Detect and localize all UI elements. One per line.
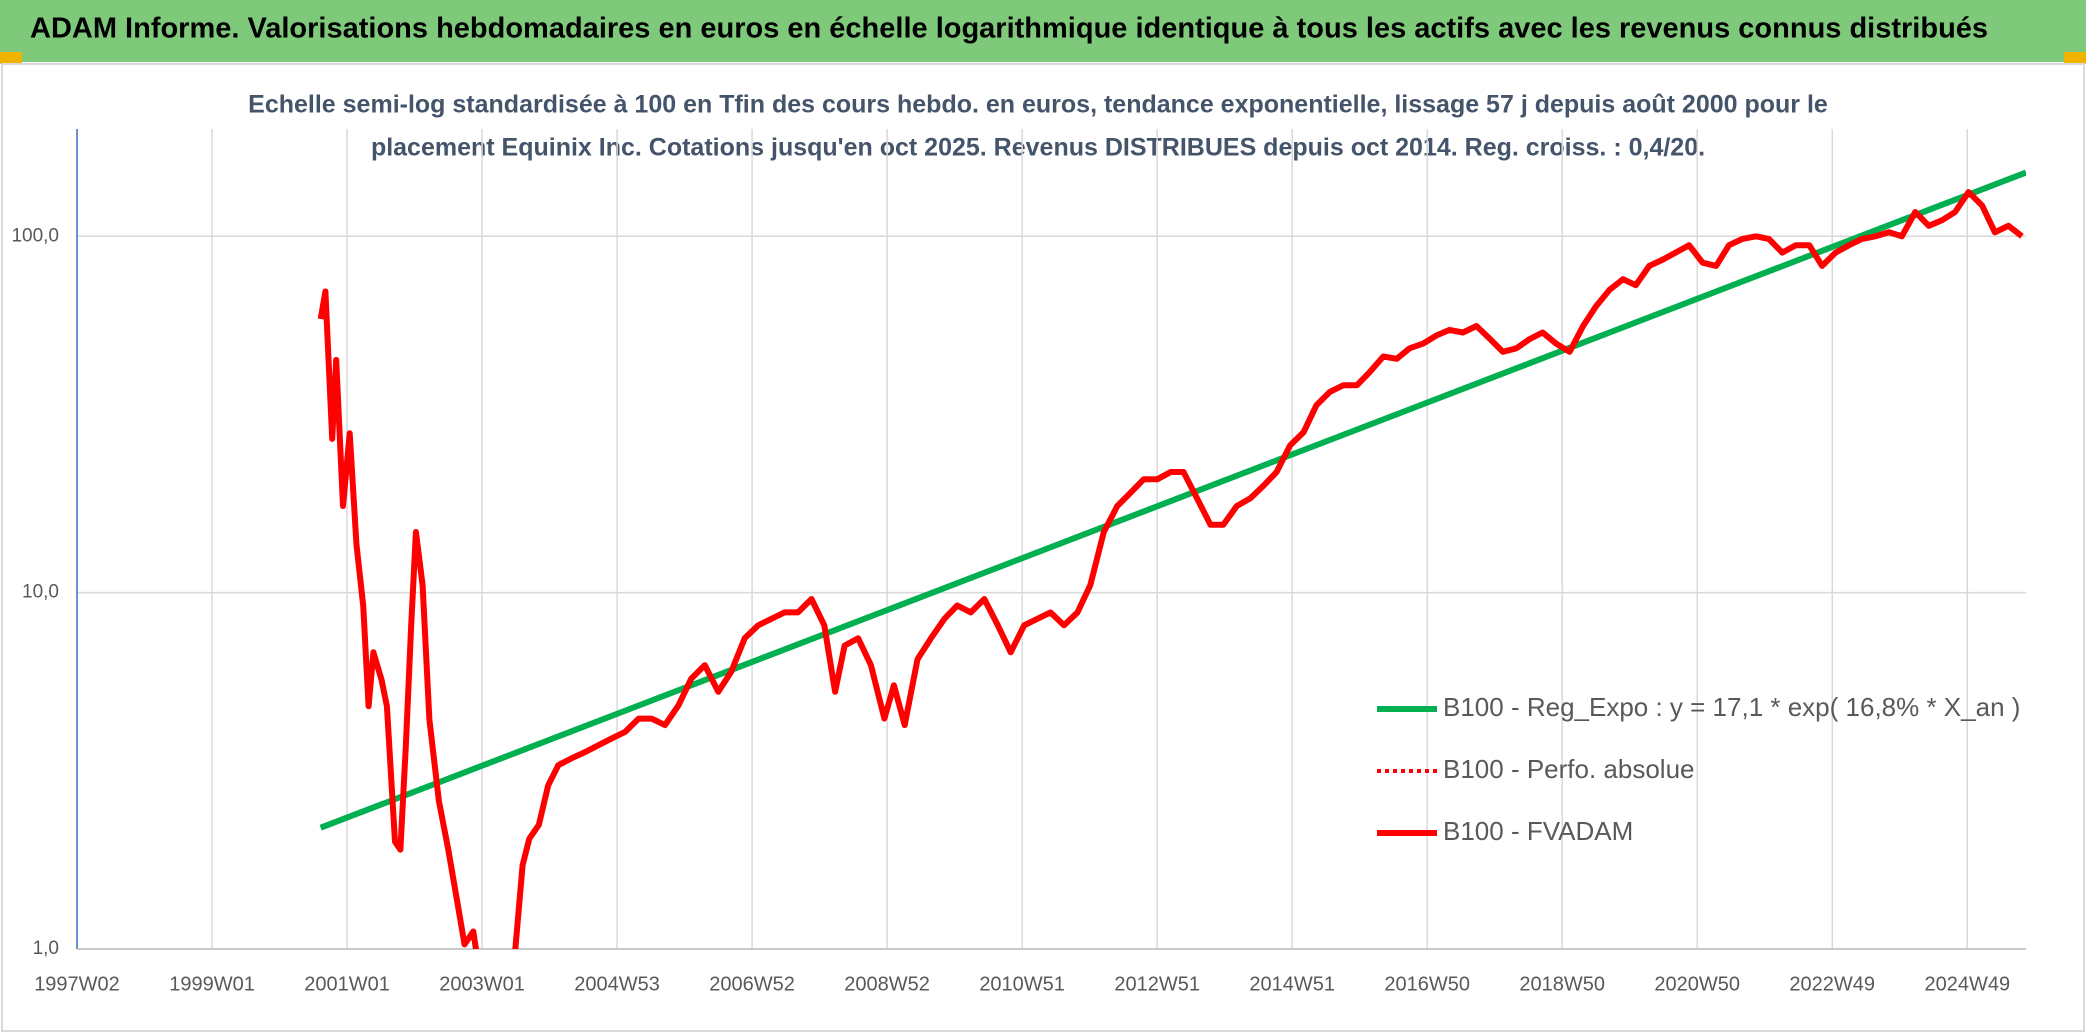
legend-label: B100 - Perfo. absolue bbox=[1443, 754, 1695, 784]
header-band bbox=[0, 0, 2086, 62]
x-tick-label: 2004W53 bbox=[574, 973, 660, 995]
legend-label: B100 - FVADAM bbox=[1443, 816, 1633, 846]
corner-mark bbox=[0, 52, 22, 64]
y-tick-label: 10,0 bbox=[22, 582, 59, 603]
page-title: ADAM Informe. Valorisations hebdomadaire… bbox=[30, 13, 1988, 45]
chart-subtitle: Echelle semi-log standardisée à 100 en T… bbox=[248, 91, 1828, 119]
x-tick-label: 2018W50 bbox=[1519, 973, 1605, 995]
chart-subtitle: placement Equinix Inc. Cotations jusqu'e… bbox=[371, 134, 1705, 162]
y-tick-label: 1,0 bbox=[33, 938, 59, 959]
data-line bbox=[319, 169, 2026, 831]
x-tick-label: 1999W01 bbox=[169, 973, 255, 995]
x-tick-label: 1997W02 bbox=[34, 973, 120, 995]
x-tick-label: 2012W51 bbox=[1114, 973, 1200, 995]
y-tick-label: 100,0 bbox=[11, 225, 59, 246]
x-tick-label: 2003W01 bbox=[439, 973, 525, 995]
x-tick-label: 2010W51 bbox=[979, 973, 1065, 995]
x-tick-label: 2024W49 bbox=[1924, 973, 2010, 995]
data-line bbox=[317, 189, 2024, 949]
plot-area bbox=[317, 169, 2026, 949]
x-tick-label: 2001W01 bbox=[304, 973, 390, 995]
x-tick-label: 2008W52 bbox=[844, 973, 930, 995]
x-tick-label: 2014W51 bbox=[1249, 973, 1335, 995]
legend-label: B100 - Reg_Expo : y = 17,1 * exp( 16,8% … bbox=[1443, 692, 2020, 722]
corner-mark bbox=[2064, 52, 2086, 64]
x-tick-label: 2020W50 bbox=[1654, 973, 1740, 995]
x-tick-label: 2016W50 bbox=[1384, 973, 1470, 995]
chart-frame bbox=[1, 63, 2085, 1032]
x-tick-label: 2006W52 bbox=[709, 973, 795, 995]
x-tick-label: 2022W49 bbox=[1789, 973, 1875, 995]
